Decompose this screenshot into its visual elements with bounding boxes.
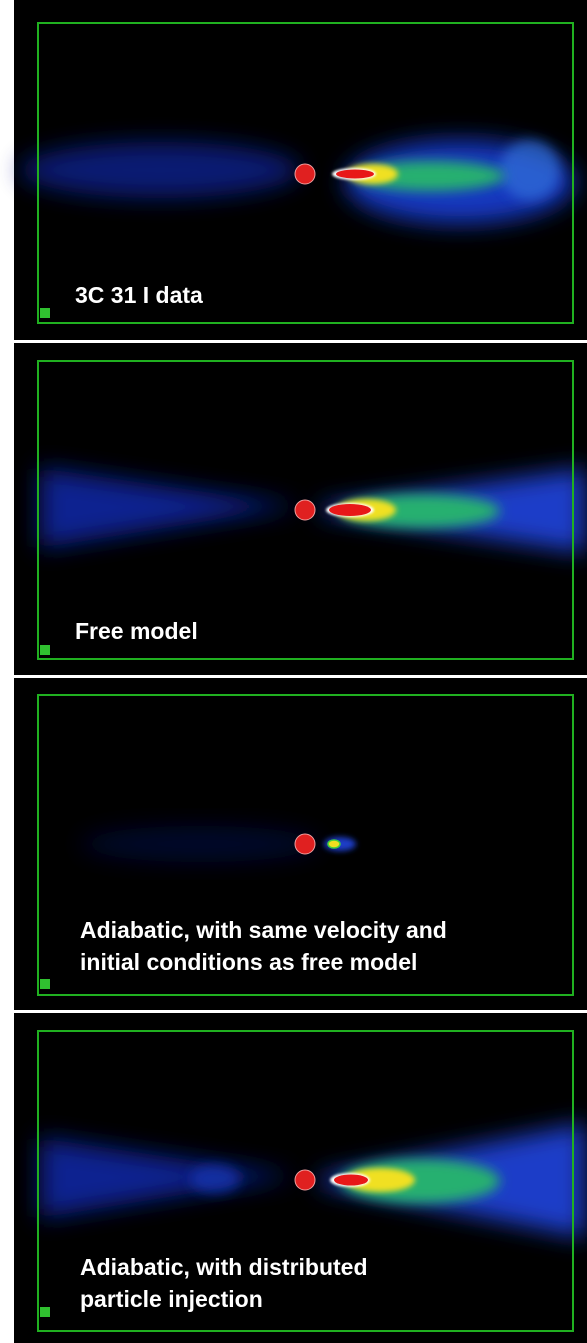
panel: Adiabatic, with same velocity and initia… [14, 678, 587, 1010]
panel-label: Adiabatic, with distributed [80, 1254, 368, 1280]
panel-label: 3C 31 I data [75, 282, 203, 308]
panel-label: Adiabatic, with same velocity and [80, 917, 447, 943]
panel: Adiabatic, with distributed particle inj… [14, 1013, 587, 1343]
panel: Free model [14, 343, 587, 675]
panel-label: initial conditions as free model [80, 949, 417, 975]
panel: 3C 31 I data [14, 0, 587, 340]
panel-label: Free model [75, 618, 198, 644]
panel-label: particle injection [80, 1286, 263, 1312]
figure: 3C 31 I data Free model Adiabatic, with … [0, 0, 587, 1343]
